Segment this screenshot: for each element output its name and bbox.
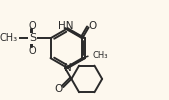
Text: O: O bbox=[29, 21, 36, 31]
Text: CH₃: CH₃ bbox=[0, 33, 18, 43]
Text: N: N bbox=[64, 63, 72, 73]
Text: S: S bbox=[29, 33, 36, 43]
Text: CH₃: CH₃ bbox=[92, 51, 108, 60]
Text: O: O bbox=[55, 84, 63, 94]
Text: O: O bbox=[88, 21, 96, 31]
Text: O: O bbox=[29, 46, 36, 56]
Text: HN: HN bbox=[58, 21, 74, 31]
